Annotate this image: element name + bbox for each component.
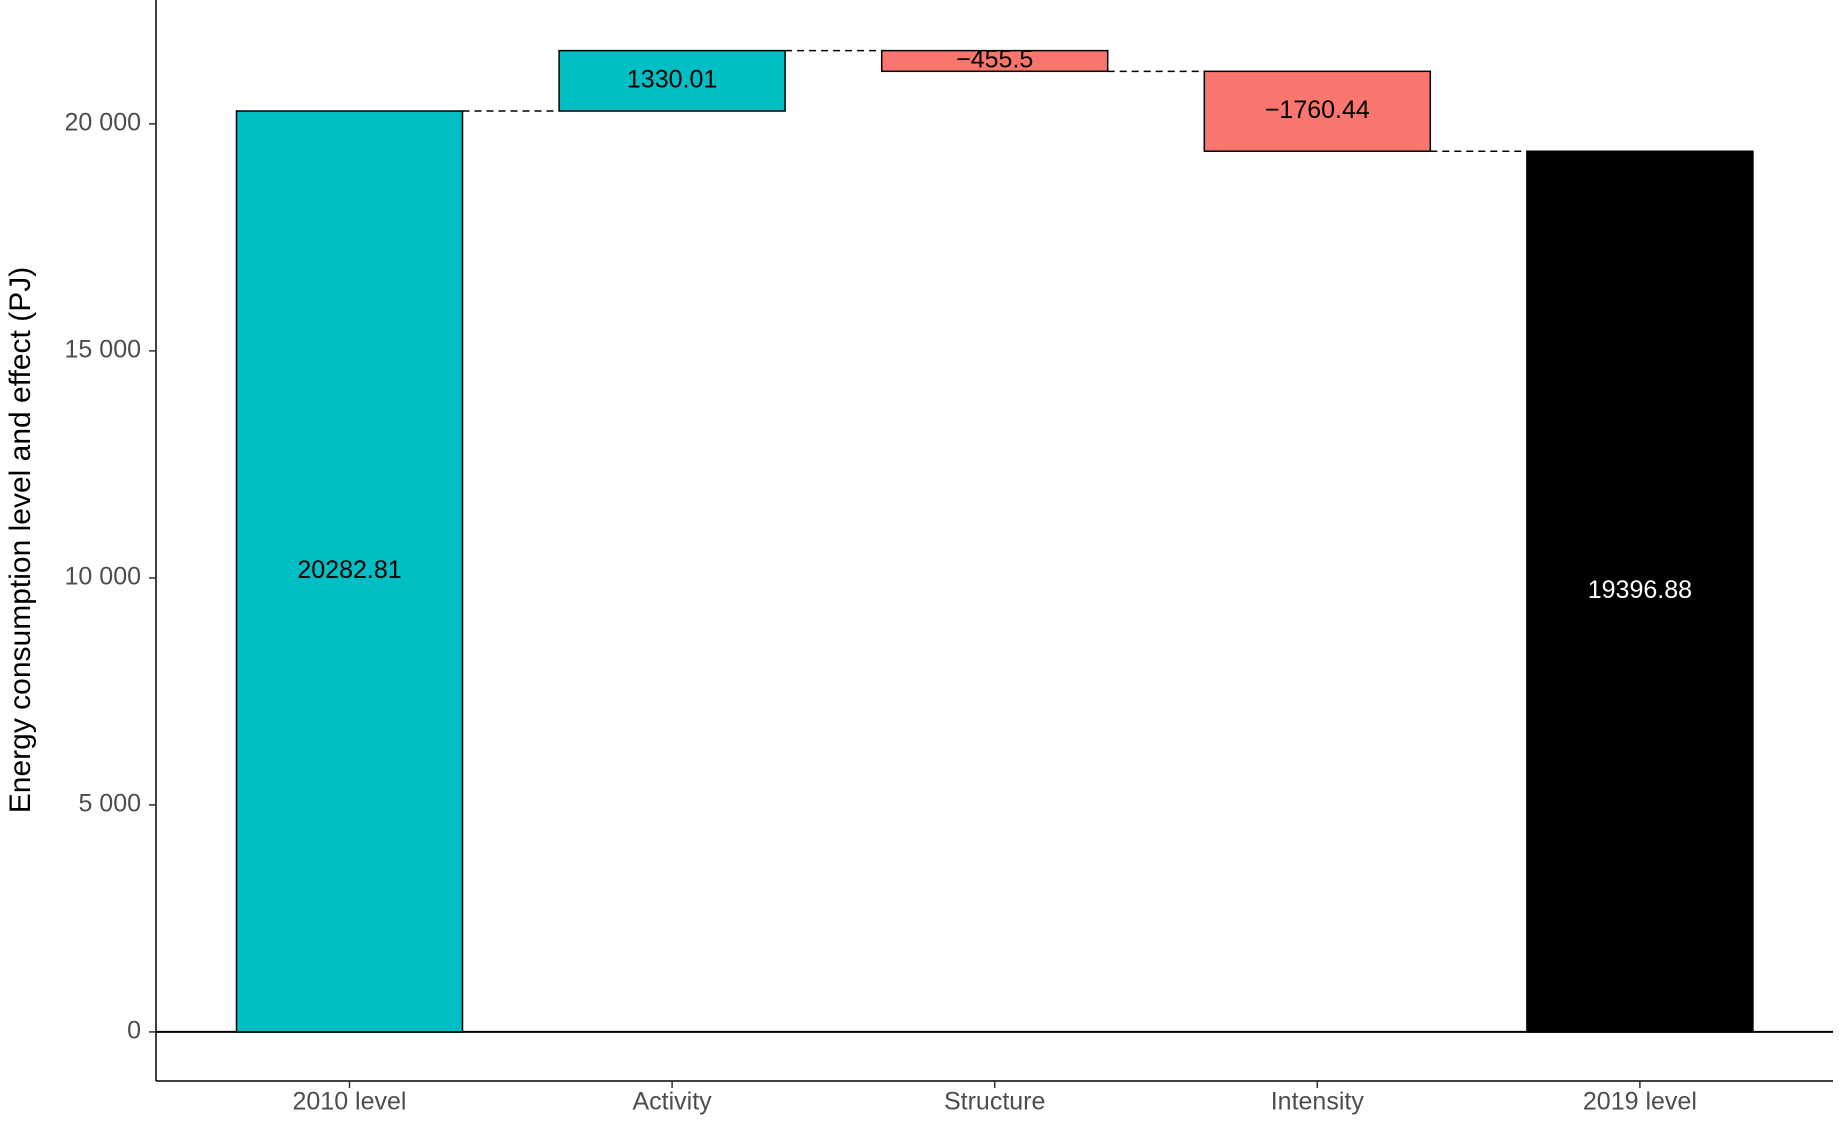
value-label: 1330.01: [627, 65, 717, 93]
y-tick-label: 15 000: [65, 335, 141, 363]
x-tick-label: Structure: [944, 1088, 1045, 1116]
y-tick-label: 5 000: [78, 790, 141, 818]
y-tick-label: 0: [127, 1017, 141, 1045]
x-tick-label: 2010 level: [293, 1088, 407, 1116]
y-tick-label: 10 000: [65, 562, 141, 590]
bar: [880, 49, 1109, 73]
x-tick-label: Intensity: [1271, 1088, 1365, 1116]
bar: [558, 49, 786, 112]
value-label: 19396.88: [1588, 576, 1692, 604]
bar: [1526, 150, 1754, 1033]
value-label: −455.5: [956, 46, 1033, 74]
y-axis-title: Energy consumption level and effect (PJ): [4, 267, 37, 813]
bar: [1203, 70, 1432, 152]
value-label: 20282.81: [297, 556, 401, 584]
x-tick-label: 2019 level: [1583, 1088, 1697, 1116]
x-tick-label: Activity: [633, 1088, 713, 1116]
y-tick-label: 20 000: [65, 108, 141, 136]
bar: [235, 110, 464, 1033]
value-label: −1760.44: [1265, 96, 1370, 124]
